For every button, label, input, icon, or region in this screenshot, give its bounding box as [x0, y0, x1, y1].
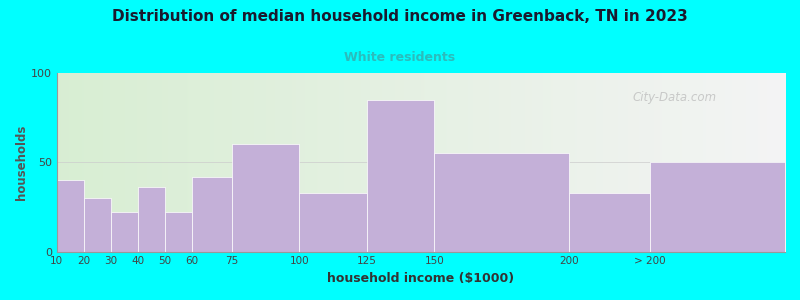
Text: White residents: White residents [345, 51, 455, 64]
Text: Distribution of median household income in Greenback, TN in 2023: Distribution of median household income … [112, 9, 688, 24]
Bar [569, 193, 650, 252]
Bar [84, 198, 110, 252]
Bar [57, 180, 84, 252]
X-axis label: household income ($1000): household income ($1000) [327, 272, 514, 285]
Y-axis label: households: households [15, 124, 28, 200]
Bar [367, 100, 434, 252]
Bar [165, 212, 191, 252]
Bar [110, 212, 138, 252]
Bar [191, 177, 232, 252]
Text: City-Data.com: City-Data.com [632, 91, 716, 104]
Bar [299, 193, 367, 252]
Bar [232, 144, 299, 252]
Bar [434, 153, 569, 252]
Bar [138, 187, 165, 252]
Bar [650, 162, 785, 252]
